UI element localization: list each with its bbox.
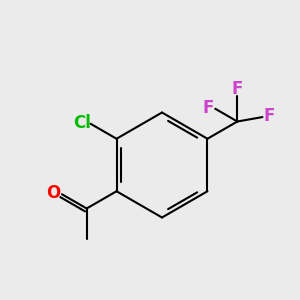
- Text: F: F: [264, 107, 275, 125]
- Text: Cl: Cl: [73, 114, 91, 132]
- Text: F: F: [232, 80, 243, 98]
- Text: F: F: [202, 99, 214, 117]
- Text: O: O: [46, 184, 60, 202]
